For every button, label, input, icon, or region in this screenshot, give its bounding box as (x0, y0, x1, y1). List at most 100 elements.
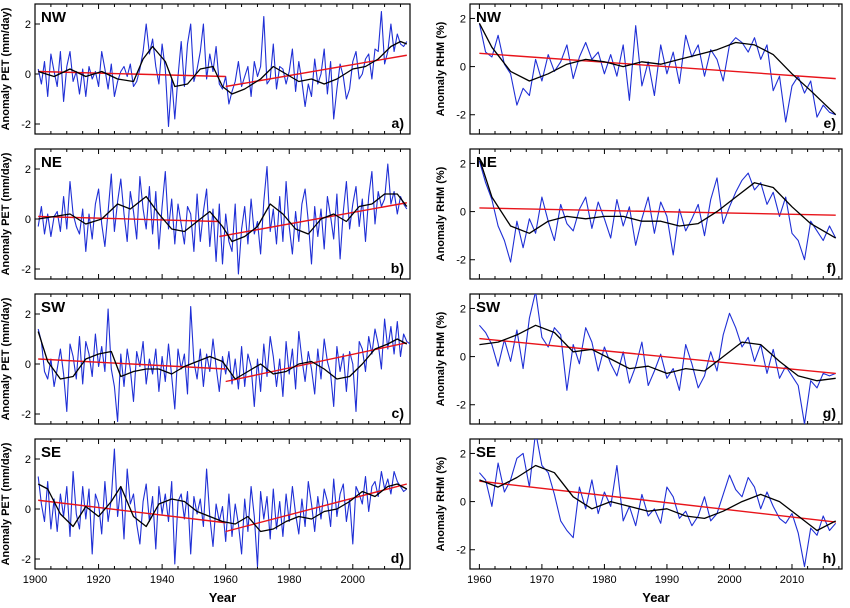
panel-g: -2 0 2 Anomaly RHM (%) SW g) (435, 293, 843, 425)
smoothed-series-line (38, 40, 408, 95)
region-label: SW (476, 299, 501, 316)
axes-frame (34, 148, 411, 280)
trend-line (479, 337, 836, 375)
smoothed-series-line (38, 193, 408, 243)
y-tick-label: -2 (456, 545, 466, 557)
y-tick-label: 2 (460, 158, 466, 170)
panel-letter: f) (827, 260, 836, 276)
axes-frame (469, 293, 843, 425)
y-axis-label: Anomaly PET (mm/day) (0, 297, 12, 420)
trend-line (225, 483, 407, 533)
plot-area (37, 10, 408, 128)
smoothed-series-line (37, 483, 408, 533)
x-tick-label: 2000 (717, 574, 741, 586)
panel-letter: g) (823, 405, 836, 421)
panel-d: -2 0 2 1900 1920 1940 1960 1980 2000 Year Anomaly … (0, 438, 411, 605)
trend-line (225, 54, 407, 88)
y-axis-label: Anomaly PET (mm/day) (0, 152, 12, 275)
trend-line (479, 207, 836, 216)
y-tick-label: -2 (456, 110, 466, 122)
region-label: SE (476, 444, 496, 461)
y-tick-label: 0 (460, 497, 466, 509)
panel-a: -2 0 2 Anomaly PET (mm/day) NW a) (0, 3, 411, 135)
plot-area (37, 163, 408, 275)
x-tick-label: 1980 (277, 574, 301, 586)
y-tick-label: 2 (460, 448, 466, 460)
axes-frame (34, 3, 411, 135)
y-tick-label: 2 (25, 454, 31, 466)
y-tick-label: -2 (21, 264, 31, 276)
x-tick-label: 2000 (341, 574, 365, 586)
y-tick-label: 0 (25, 359, 31, 371)
plot-area (478, 294, 836, 424)
trend-line (225, 342, 407, 383)
x-tick-label: 1900 (23, 574, 47, 586)
y-axis-label: Anomaly RHM (%) (435, 311, 447, 406)
panel-c: -2 0 2 Anomaly PET (mm/day) SW c) (0, 293, 411, 425)
y-tick-label: 2 (25, 309, 31, 321)
panel-letter: d) (391, 550, 404, 566)
smoothed-series-line (37, 331, 408, 380)
x-tick-label: 1960 (467, 574, 491, 586)
annual-series-line (478, 294, 836, 424)
region-label: NW (476, 9, 502, 26)
x-axis-label: Year (209, 590, 236, 605)
panel-letter: h) (823, 550, 836, 566)
x-tick-label: 1980 (592, 574, 616, 586)
y-tick-label: 2 (25, 164, 31, 176)
x-tick-label: 1960 (213, 574, 237, 586)
annual-series-line (478, 23, 836, 123)
region-label: NW (41, 9, 67, 26)
y-axis-label: Anomaly RHM (%) (435, 166, 447, 261)
y-tick-label: -2 (21, 119, 31, 131)
y-tick-label: -2 (456, 400, 466, 412)
axes-frame (469, 3, 843, 135)
axes-frame (469, 148, 843, 280)
annual-series-line (37, 305, 410, 423)
plot-area (37, 448, 408, 568)
plot-area (478, 22, 837, 123)
panel-letter: e) (824, 115, 836, 131)
x-tick-label: 1990 (655, 574, 679, 586)
x-tick-label: 2010 (780, 574, 804, 586)
y-tick-label: 0 (25, 214, 31, 226)
panel-letter: c) (392, 405, 404, 421)
region-label: NE (41, 154, 62, 171)
x-tick-label: 1940 (150, 574, 174, 586)
axes-frame (34, 293, 411, 425)
panel-e: -2 0 2 Anomaly RHM (%) NW e) (435, 3, 843, 135)
x-tick-label: 1920 (86, 574, 110, 586)
annual-series-line (37, 448, 408, 568)
plot-area (478, 439, 837, 568)
region-label: NE (476, 154, 497, 171)
trend-line (479, 52, 836, 80)
plot-area (478, 158, 837, 263)
annual-series-line (37, 163, 408, 275)
panel-f: -2 0 2 Anomaly RHM (%) NE f) (435, 148, 843, 280)
y-tick-label: 0 (25, 69, 31, 81)
y-tick-label: -2 (21, 409, 31, 421)
region-label: SE (41, 444, 61, 461)
smoothed-series-line (478, 22, 837, 116)
y-axis-label: Anomaly RHM (%) (435, 21, 447, 116)
axes-frame (34, 438, 411, 570)
trend-line (38, 358, 226, 370)
trend-line (38, 215, 220, 223)
region-label: SW (41, 299, 66, 316)
x-tick-label: 1970 (530, 574, 554, 586)
y-tick-label: 2 (25, 19, 31, 31)
trend-line (219, 202, 407, 238)
y-tick-label: 2 (460, 303, 466, 315)
y-axis-label: Anomaly PET (mm/day) (0, 7, 12, 130)
axes-frame (469, 438, 843, 570)
annual-series-line (478, 160, 837, 263)
panel-letter: a) (392, 115, 404, 131)
y-tick-label: 0 (25, 504, 31, 516)
y-axis-label: Anomaly RHM (%) (435, 456, 447, 551)
annual-series-line (478, 439, 837, 568)
panel-h: -2 0 2 1960 1970 1980 1990 2000 2010 Year Anomaly … (435, 438, 843, 605)
panel-b: -2 0 2 Anomaly PET (mm/day) NE b) (0, 148, 411, 280)
y-tick-label: -2 (456, 255, 466, 267)
